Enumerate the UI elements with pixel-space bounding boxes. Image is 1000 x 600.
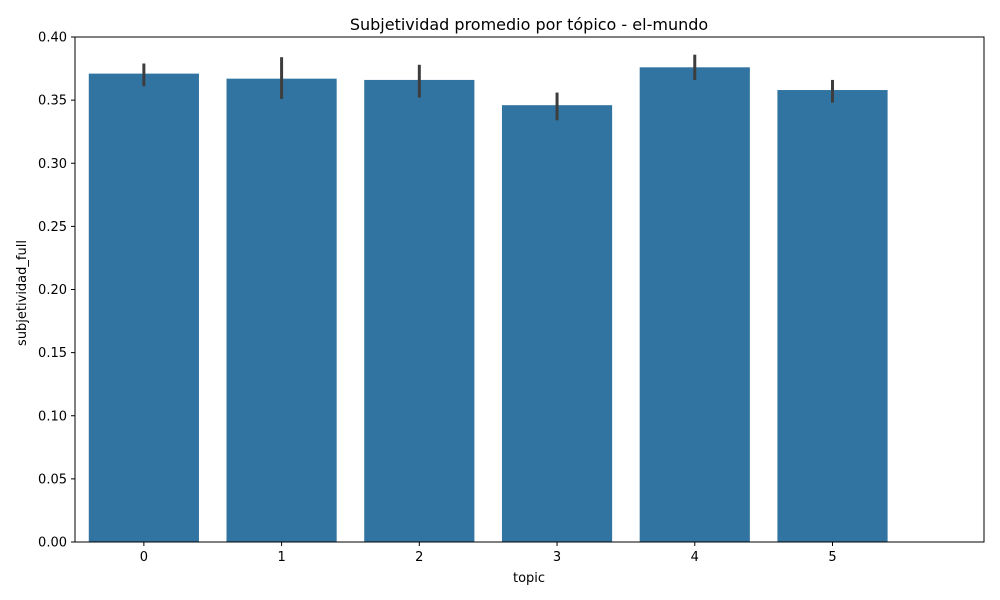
plot-frame bbox=[74, 36, 985, 543]
chart-title: Subjetividad promedio por tópico - el-mu… bbox=[350, 15, 708, 34]
x-tick-label: 4 bbox=[691, 550, 699, 565]
y-tick-label: 0.40 bbox=[38, 31, 67, 46]
bar-topic-3 bbox=[501, 105, 613, 543]
x-tick-label: 2 bbox=[415, 550, 423, 565]
bars-layer bbox=[88, 67, 888, 543]
y-tick-label: 0.30 bbox=[38, 157, 67, 172]
x-tick-label: 1 bbox=[277, 550, 285, 565]
bar-topic-1 bbox=[226, 78, 337, 542]
x-tick-label: 5 bbox=[828, 550, 836, 565]
y-tick-label: 0.25 bbox=[38, 220, 67, 235]
y-tick-label: 0.10 bbox=[38, 409, 67, 424]
x-tick-label: 0 bbox=[140, 550, 148, 565]
y-axis-label: subjetividad_full bbox=[15, 240, 30, 346]
bar-topic-4 bbox=[639, 67, 750, 543]
x-tick-label: 3 bbox=[553, 550, 561, 565]
y-tick-label: 0.35 bbox=[38, 94, 67, 109]
y-tick-label: 0.20 bbox=[38, 283, 67, 298]
x-axis-label: topic bbox=[513, 571, 545, 586]
x-axis: 0 1 2 3 4 5 bbox=[140, 542, 837, 565]
y-tick-label: 0.00 bbox=[38, 536, 67, 551]
error-bars-layer bbox=[142, 54, 834, 121]
y-axis: 0.00 0.05 0.10 0.15 0.20 0.25 0.30 0.35 0.40 bbox=[38, 31, 75, 551]
y-tick-label: 0.05 bbox=[38, 472, 67, 487]
bar-topic-0 bbox=[88, 73, 199, 543]
bar-topic-2 bbox=[364, 79, 475, 543]
bar-topic-5 bbox=[777, 90, 888, 543]
y-tick-label: 0.15 bbox=[38, 346, 67, 361]
